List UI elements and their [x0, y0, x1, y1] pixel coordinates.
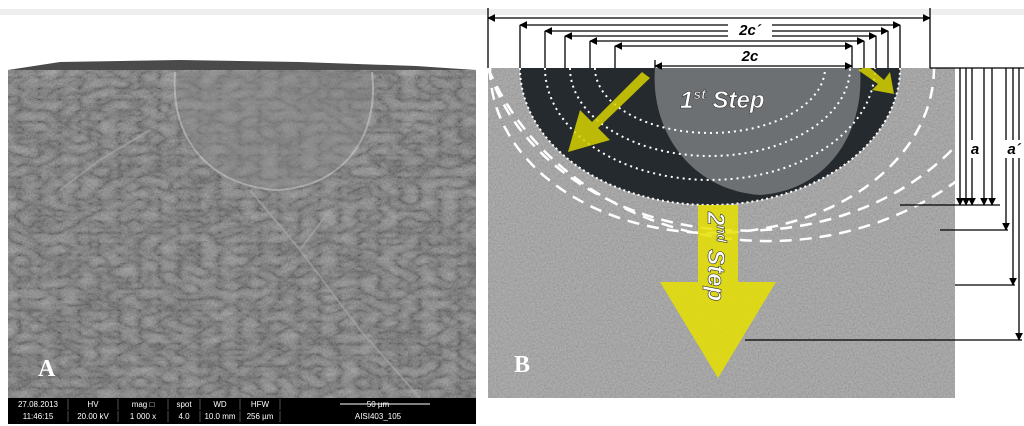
info-text: spot — [176, 400, 192, 409]
info-text: 10.0 mm — [204, 412, 235, 421]
panel-label: B — [514, 352, 530, 378]
info-text: 256 µm — [247, 412, 274, 421]
info-text: WD — [213, 400, 227, 409]
panel-label: A — [38, 356, 56, 382]
width-dimensions: 2c´ 2c — [488, 8, 930, 68]
info-text: 11:46:15 — [23, 412, 54, 421]
dimension-label: a´ — [1007, 141, 1021, 158]
info-text: 1 000 x — [130, 412, 156, 421]
extension-lines — [488, 8, 930, 68]
info-text: 20.00 kV — [77, 412, 109, 421]
step-number: 2 — [702, 211, 729, 226]
info-text: HV — [87, 400, 99, 409]
dimension-label: a — [971, 141, 979, 158]
step-label: 2nd Step — [702, 211, 730, 301]
dimension-label: 2c — [741, 48, 759, 65]
step-word: Step — [706, 87, 765, 114]
step-label: 1st Step — [680, 86, 765, 114]
info-text: 27.08.2013 — [18, 400, 59, 409]
panel-b: 1st Step 2nd Step B 2c´ 2c — [488, 8, 1024, 398]
step-number: 1 — [680, 87, 693, 114]
dimension-label: 2c´ — [738, 22, 762, 39]
info-text: 4.0 — [178, 412, 190, 421]
step-suffix: nd — [714, 225, 730, 243]
info-text: AISI403_105 — [355, 412, 402, 421]
figure: A 27.08.2013HVmag □spotWDHFW50 µm11:46:1… — [0, 0, 1024, 426]
info-text: HFW — [251, 400, 270, 409]
step-word: Step — [702, 242, 729, 301]
info-text: mag □ — [132, 400, 155, 409]
